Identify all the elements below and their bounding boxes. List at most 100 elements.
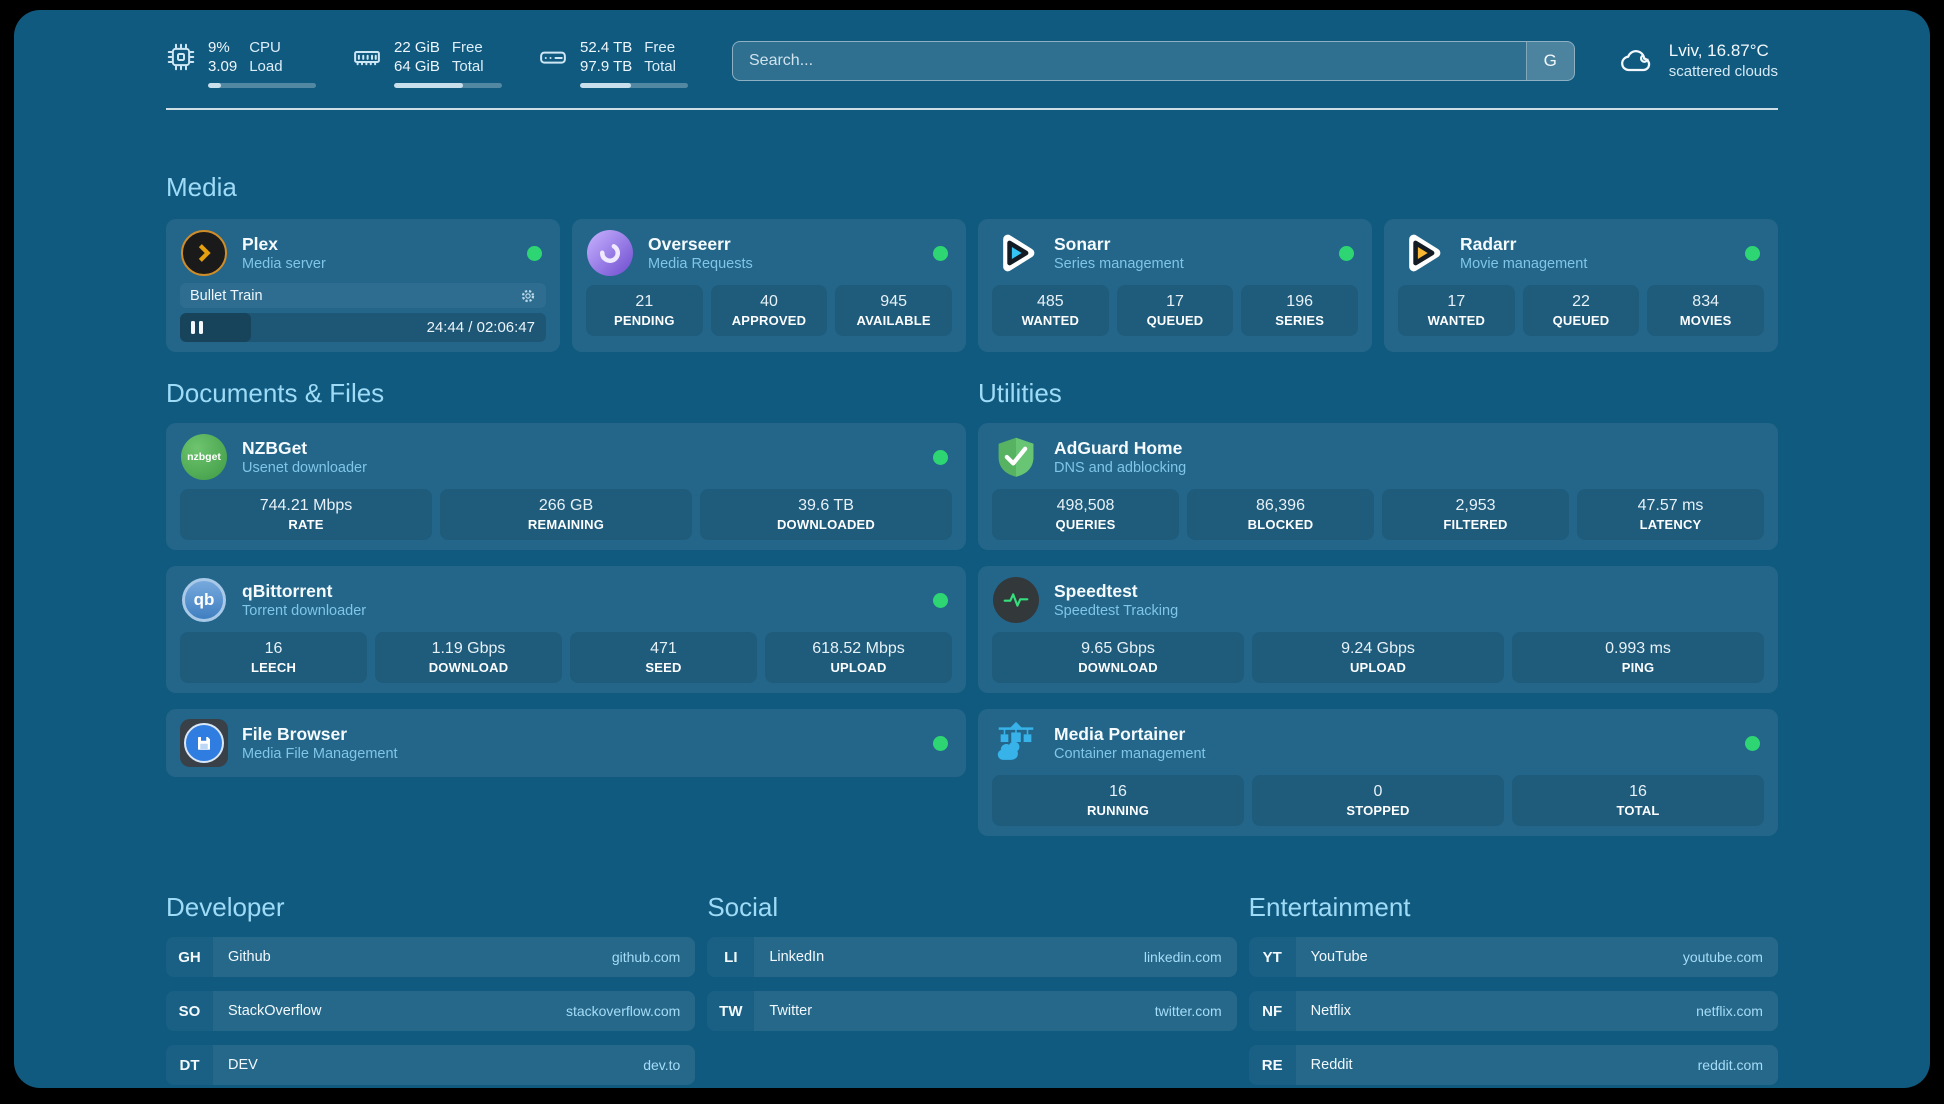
stat-value: 0 (1373, 783, 1383, 800)
stat-box: 1.19 Gbps DOWNLOAD (375, 632, 562, 683)
status-online-dot (527, 245, 542, 261)
stat-label: PENDING (614, 313, 675, 328)
app-name: AdGuard Home (1054, 437, 1183, 458)
plex-card[interactable]: Plex Media server Bullet Train 24:44 / 0… (166, 219, 560, 352)
weather-location-temp: Lviv, 16.87°C (1668, 41, 1769, 60)
bookmark-stackoverflow[interactable]: SO StackOverflow stackoverflow.com (166, 991, 696, 1031)
stat-box: 17 QUEUED (1116, 285, 1234, 336)
search-engine-button[interactable]: G (1525, 42, 1574, 80)
gear-icon[interactable] (520, 288, 536, 304)
stat-box: 498,508 QUERIES (992, 489, 1179, 540)
stat-value: 471 (650, 640, 677, 657)
stat-box: 266 GB REMAINING (440, 489, 692, 540)
stat-box: 22 QUEUED (1522, 285, 1640, 336)
search-input[interactable] (732, 41, 1575, 81)
stat-label: DOWNLOAD (428, 660, 509, 675)
bookmark-twitter[interactable]: TW Twitter twitter.com (707, 991, 1237, 1031)
bookmark-linkedin[interactable]: LI LinkedIn linkedin.com (707, 937, 1237, 977)
stat-label: AVAILABLE (856, 313, 931, 328)
stat-box: 744.21 Mbps RATE (180, 489, 432, 540)
stat-value: 945 (880, 293, 907, 310)
stat-box: 471 SEED (570, 632, 757, 683)
speedtest-card[interactable]: Speedtest Speedtest Tracking 9.65 Gbps D… (978, 566, 1778, 693)
status-online-dot (933, 245, 948, 261)
disk-stat-widget: 52.4 TB 97.9 TB Free Total (538, 38, 688, 88)
bookmark-youtube[interactable]: YT YouTube youtube.com (1248, 937, 1778, 977)
bookmark-name: LinkedIn (769, 949, 825, 965)
pause-icon[interactable] (191, 321, 203, 334)
stat-label: PING (1621, 660, 1655, 675)
qbittorrent-card[interactable]: qb qBittorrent Torrent downloader 16 LEE… (166, 566, 966, 693)
bookmark-netflix[interactable]: NF Netflix netflix.com (1248, 991, 1778, 1031)
stat-label: APPROVED (731, 313, 807, 328)
status-online-dot (1745, 245, 1760, 261)
stat-label: RATE (288, 517, 324, 532)
stat-box: 2,953 FILTERED (1382, 489, 1569, 540)
qbittorrent-icon: qb (182, 578, 226, 622)
bookmark-abbr: TW (707, 991, 755, 1031)
playback-progress-bar[interactable]: 24:44 / 02:06:47 (180, 313, 546, 342)
stat-value: 9.24 Gbps (1341, 640, 1415, 657)
app-name: Plex (242, 233, 278, 254)
ram-free-value: 22 GiB (394, 39, 440, 56)
stat-value: 16 (1109, 783, 1127, 800)
bookmark-abbr: YT (1248, 937, 1296, 977)
status-online-dot (1745, 735, 1760, 751)
cpu-progress-bar (208, 83, 316, 88)
stat-value: 266 GB (538, 497, 594, 514)
bookmarks-grid: Developer GH Github github.com SO StackO… (166, 892, 1778, 1085)
stat-box: 618.52 Mbps UPLOAD (765, 632, 952, 683)
search-bar: G (732, 41, 1575, 81)
stat-value: 86,396 (1256, 497, 1305, 514)
section-title-entertainment: Entertainment (1248, 892, 1411, 922)
radarr-card[interactable]: Radarr Movie management 17 WANTED 22 QUE… (1384, 219, 1778, 352)
adguard-card[interactable]: AdGuard Home DNS and adblocking 498,508 … (978, 423, 1778, 550)
media-grid: Plex Media server Bullet Train 24:44 / 0… (166, 219, 1778, 352)
weather-widget[interactable]: Lviv, 16.87°C scattered clouds (1619, 40, 1778, 81)
stat-label: LATENCY (1639, 517, 1702, 532)
stat-value: 498,508 (1056, 497, 1115, 514)
stat-box: 9.24 Gbps UPLOAD (1252, 632, 1504, 683)
bookmark-name: DEV (228, 1057, 258, 1073)
stat-label: SEED (645, 660, 682, 675)
stat-box: 945 AVAILABLE (835, 285, 952, 336)
bookmark-name: Netflix (1310, 1003, 1351, 1019)
app-subtitle: Media File Management (242, 745, 398, 762)
stat-box: 40 APPROVED (710, 285, 828, 336)
stat-value: 21 (635, 293, 654, 310)
bookmark-github[interactable]: GH Github github.com (166, 937, 696, 977)
bookmark-name: Reddit (1310, 1057, 1353, 1073)
stat-label: BLOCKED (1247, 517, 1314, 532)
stat-value: 39.6 TB (798, 497, 854, 514)
bookmark-dev[interactable]: DT DEV dev.to (166, 1045, 696, 1085)
stat-value: 2,953 (1455, 497, 1496, 514)
nzbget-icon: nzbget (181, 434, 227, 480)
ram-stat-widget: 22 GiB 64 GiB Free Total (352, 38, 502, 88)
developer-column: Developer GH Github github.com SO StackO… (166, 892, 696, 1085)
stat-value: 1.19 Gbps (431, 640, 506, 657)
overseerr-card[interactable]: Overseerr Media Requests 21 PENDING 40 A… (572, 219, 966, 352)
section-title-developer: Developer (166, 892, 285, 922)
app-name: qBittorrent (242, 580, 333, 601)
utilities-column: Utilities AdGuard Home (978, 378, 1778, 836)
portainer-card[interactable]: Media Portainer Container management 16 … (978, 709, 1778, 836)
bookmark-abbr: RE (1248, 1045, 1296, 1085)
sonarr-card[interactable]: Sonarr Series management 485 WANTED 17 Q… (978, 219, 1372, 352)
bookmark-name: Github (228, 949, 271, 965)
ram-progress-bar (394, 83, 502, 88)
stat-box: 16 RUNNING (992, 775, 1244, 826)
stat-box: 86,396 BLOCKED (1187, 489, 1374, 540)
ram-icon (354, 51, 380, 66)
nzbget-card[interactable]: nzbget NZBGet Usenet downloader 744.21 M… (166, 423, 966, 550)
now-playing-title: Bullet Train (190, 287, 263, 304)
stat-box: 16 LEECH (180, 632, 367, 683)
filebrowser-card[interactable]: File Browser Media File Management (166, 709, 966, 777)
bookmark-abbr: LI (707, 937, 755, 977)
ram-free-label: Free (451, 39, 483, 56)
bookmark-url: netflix.com (1696, 1003, 1763, 1019)
nzbget-icon-text: nzbget (187, 451, 221, 463)
disk-total-label: Total (644, 58, 676, 75)
app-name: Sonarr (1054, 233, 1111, 254)
stat-label: UPLOAD (1349, 660, 1407, 675)
bookmark-reddit[interactable]: RE Reddit reddit.com (1248, 1045, 1778, 1085)
